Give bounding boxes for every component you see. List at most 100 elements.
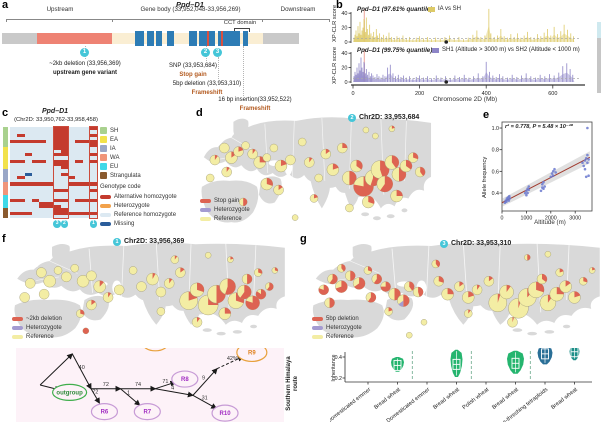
heatmap-cell (53, 175, 61, 180)
heatmap-cell (31, 159, 40, 163)
data-point (586, 153, 589, 157)
ruler-tick (112, 19, 113, 22)
heatmap-cell (68, 182, 76, 186)
group-bar-cell (3, 179, 8, 183)
panel-f-label: f (2, 233, 6, 245)
heatmap-cell (75, 130, 83, 134)
map-2kb-deletion (14, 242, 285, 338)
heatmap-cell (10, 166, 18, 170)
variant-effect: Frameshift (191, 89, 223, 96)
heatmap-cell (82, 143, 90, 147)
pie-slice (169, 278, 173, 284)
heatmap-cell (17, 172, 25, 176)
heatmap-cell (89, 195, 98, 199)
map-legend-item: ~2kb deletion (12, 314, 62, 323)
heatmap-cell (24, 146, 32, 150)
map-legend-item: Heterozygote (200, 205, 250, 214)
pie-chart (36, 267, 47, 278)
heatmap-cell (39, 175, 47, 180)
heatmap-cell (39, 133, 47, 137)
edge-label: 9 (202, 376, 205, 382)
data-point (586, 126, 589, 130)
gene-segment (37, 33, 112, 44)
network-edge (120, 388, 141, 406)
heatmap-cell (24, 156, 32, 160)
group-bar-cell (3, 146, 8, 150)
group-legend-item: SH (100, 126, 141, 135)
heatmap-cell (89, 208, 98, 212)
heatmap-cell (75, 159, 83, 163)
legend-swatch (12, 316, 23, 321)
edge-label: 72 (92, 389, 98, 395)
heatmap-cell (82, 140, 90, 144)
group-bar-cell (3, 162, 8, 167)
heatmap-cell (31, 166, 40, 170)
heatmap-cell (10, 136, 18, 141)
pie-slice (259, 156, 266, 163)
node-label: R6 (101, 410, 109, 416)
category-label: Bread wheat (491, 387, 520, 411)
heatmap-cell (53, 127, 61, 131)
pie-chart (362, 126, 370, 134)
heatmap-cell (46, 140, 54, 144)
pie-chart (262, 153, 272, 162)
y-tick-label: 0.4 (335, 355, 342, 361)
variant-marker-3: 3 (213, 48, 222, 57)
group-bar-cell (3, 188, 8, 193)
heatmap-cell (82, 201, 90, 206)
heatmap-cell (39, 136, 47, 141)
pie-slice (335, 280, 348, 293)
heatmap-cell (82, 208, 90, 212)
heatmap-cell (60, 149, 69, 154)
pie-slice (342, 143, 348, 148)
heatmap-cell (89, 192, 98, 196)
variant-annotation-3: 5bp deletion (33,953,310) Frameshift (147, 80, 267, 97)
e-annotation: r² = 0.778, P = 5.48 × 10⁻²⁰ (505, 124, 574, 130)
group-bar-cell (3, 198, 8, 202)
heatmap-cell (75, 172, 83, 176)
heatmap-cell (17, 179, 25, 183)
heatmap-cell (24, 153, 32, 157)
group-bar-cell (3, 175, 8, 180)
data-point (554, 171, 557, 174)
exon-block (156, 31, 162, 46)
heatmap-cell (82, 130, 90, 134)
pie-slice (174, 255, 178, 260)
pie-slice (280, 160, 287, 166)
heatmap-cell (46, 130, 54, 134)
exon-block (135, 31, 144, 46)
pie-chart (285, 154, 296, 166)
group-bar-cell (3, 182, 8, 186)
heatmap-cell (17, 192, 25, 196)
pie-slice (240, 285, 252, 299)
y-tick-label: 0 (344, 40, 347, 46)
pie-slice (197, 282, 205, 292)
network-node (51, 383, 88, 402)
heatmap-cell (24, 195, 32, 199)
heatmap-cell (89, 133, 98, 137)
heatmap-cell (53, 188, 61, 193)
group-bar-cell (3, 156, 8, 160)
heatmap-cell (60, 195, 69, 199)
legend-label: Heterozygote (326, 324, 362, 331)
heatmap-cell (82, 156, 90, 160)
pie-slice (325, 149, 330, 154)
heatmap-cell (17, 182, 25, 186)
pie-chart (19, 292, 30, 303)
heatmap-cell (10, 198, 18, 202)
edge-label: 72 (103, 382, 109, 388)
y-tick-label: 40 (341, 11, 347, 17)
heatmap-cell (68, 195, 76, 199)
pie-chart (209, 154, 221, 166)
heatmap-cell (68, 205, 76, 209)
heatmap-cell (75, 133, 83, 137)
heatmap-cell (39, 198, 47, 202)
data-point (587, 158, 590, 161)
category-label: Polish wheat (462, 387, 491, 412)
haplotype-network: 40 72 72 74 1 714 9 42% 31 outgroup R6 R7 R8 R10 R9 (16, 348, 284, 422)
pie-slice (418, 286, 424, 297)
heatmap-cell (17, 143, 25, 147)
genotype-legend-item: Missing (100, 219, 177, 228)
heatmap-cell (24, 182, 32, 186)
heatmap-cell (53, 179, 61, 183)
